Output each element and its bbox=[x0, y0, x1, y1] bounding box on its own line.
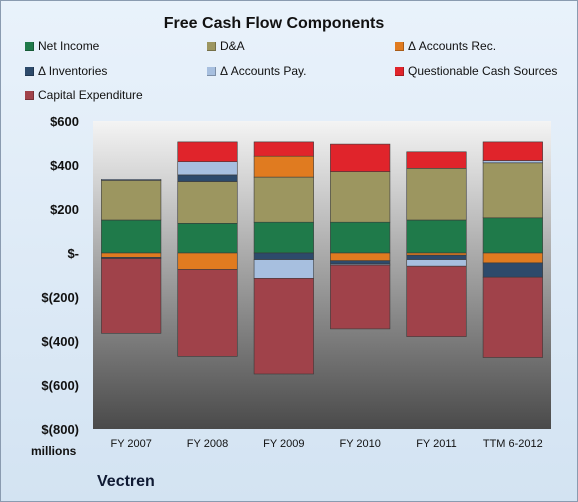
bar-segment bbox=[406, 265, 467, 337]
y-tick-label: $(200) bbox=[41, 290, 79, 305]
x-tick-label: TTM 6-2012 bbox=[483, 438, 543, 450]
y-tick-label: $(600) bbox=[41, 378, 79, 393]
bar-segment bbox=[101, 179, 162, 181]
bar-segment bbox=[482, 160, 543, 164]
bar-segment bbox=[253, 277, 314, 375]
y-tick-label: $- bbox=[67, 246, 79, 261]
legend-item: Capital Expenditure bbox=[25, 88, 143, 102]
legend-swatch bbox=[25, 42, 34, 52]
legend-item: D&A bbox=[207, 39, 245, 53]
y-tick-label: $(400) bbox=[41, 334, 79, 349]
legend-swatch bbox=[25, 91, 34, 101]
legend-label: Δ Inventories bbox=[38, 64, 108, 78]
legend-label: Δ Accounts Pay. bbox=[220, 64, 307, 78]
bar-segment bbox=[101, 252, 162, 258]
bar-segment bbox=[177, 174, 238, 182]
x-tick-label: FY 2010 bbox=[339, 438, 380, 450]
x-tick-label: FY 2007 bbox=[110, 438, 151, 450]
legend-label: D&A bbox=[220, 39, 245, 53]
bar-segment bbox=[482, 276, 543, 358]
bar-segment bbox=[482, 262, 543, 278]
bar-segment bbox=[177, 181, 238, 224]
legend-swatch bbox=[395, 42, 404, 52]
bar-segment bbox=[406, 219, 467, 254]
bar-segment bbox=[253, 176, 314, 223]
legend-label: Δ Accounts Rec. bbox=[408, 39, 497, 53]
bar-segment bbox=[330, 171, 391, 223]
legend-label: Questionable Cash Sources bbox=[408, 64, 558, 78]
x-tick-label: FY 2011 bbox=[416, 438, 457, 450]
units-label: millions bbox=[31, 444, 77, 458]
chart-title: Free Cash Flow Components bbox=[163, 15, 385, 32]
bar-segment bbox=[330, 221, 391, 254]
bar-segment bbox=[253, 141, 314, 157]
bar-segment bbox=[482, 162, 543, 219]
legend-swatch bbox=[395, 67, 404, 77]
bar-segment bbox=[177, 269, 238, 357]
bar-segment bbox=[177, 252, 238, 270]
legend-label: Net Income bbox=[38, 39, 100, 53]
bar-segment bbox=[101, 219, 162, 254]
company-label: Vectren bbox=[97, 473, 155, 490]
bar-segment bbox=[253, 252, 314, 260]
bar-segment bbox=[482, 217, 543, 254]
legend-item: Δ Accounts Rec. bbox=[395, 39, 496, 53]
y-tick-label: $(800) bbox=[41, 422, 79, 437]
bar-segment bbox=[406, 252, 467, 256]
legend-item: Questionable Cash Sources bbox=[395, 64, 557, 78]
y-tick-label: $400 bbox=[50, 158, 79, 173]
plot-area bbox=[93, 121, 551, 429]
bar-segment bbox=[482, 252, 543, 264]
bar-segment bbox=[330, 264, 391, 330]
bar-segment bbox=[177, 223, 238, 254]
axis-layer: $600 $400 $200 $- $(200) $(400) $(600) $(800) FY… bbox=[41, 114, 542, 450]
bar-segment bbox=[406, 168, 467, 221]
x-tick-label: FY 2009 bbox=[263, 438, 304, 450]
bar-segment bbox=[330, 143, 391, 172]
bar-segment bbox=[253, 221, 314, 254]
legend-item: Net Income bbox=[25, 39, 99, 53]
legend-label: Capital Expenditure bbox=[38, 88, 143, 102]
y-tick-label: $600 bbox=[50, 114, 79, 129]
bar-segment bbox=[253, 155, 314, 178]
bars-layer bbox=[101, 141, 543, 375]
bar-segment bbox=[406, 254, 467, 260]
bar-segment bbox=[177, 141, 238, 162]
bar-segment bbox=[330, 260, 391, 265]
bar-segment bbox=[101, 258, 162, 334]
bar-segment bbox=[406, 259, 467, 267]
legend-item: Δ Inventories bbox=[25, 64, 107, 78]
bar-segment bbox=[330, 252, 391, 261]
x-tick-label: FY 2008 bbox=[187, 438, 228, 450]
bar-segment bbox=[177, 161, 238, 176]
bar-segment bbox=[101, 180, 162, 221]
legend-item: Δ Accounts Pay. bbox=[207, 64, 307, 78]
legend-swatch bbox=[207, 67, 216, 77]
y-tick-label: $200 bbox=[50, 202, 79, 217]
bar-segment bbox=[406, 151, 467, 169]
legend-swatch bbox=[207, 42, 216, 52]
legend-swatch bbox=[25, 67, 34, 77]
bar-segment bbox=[482, 141, 543, 161]
bar-segment bbox=[253, 259, 314, 279]
